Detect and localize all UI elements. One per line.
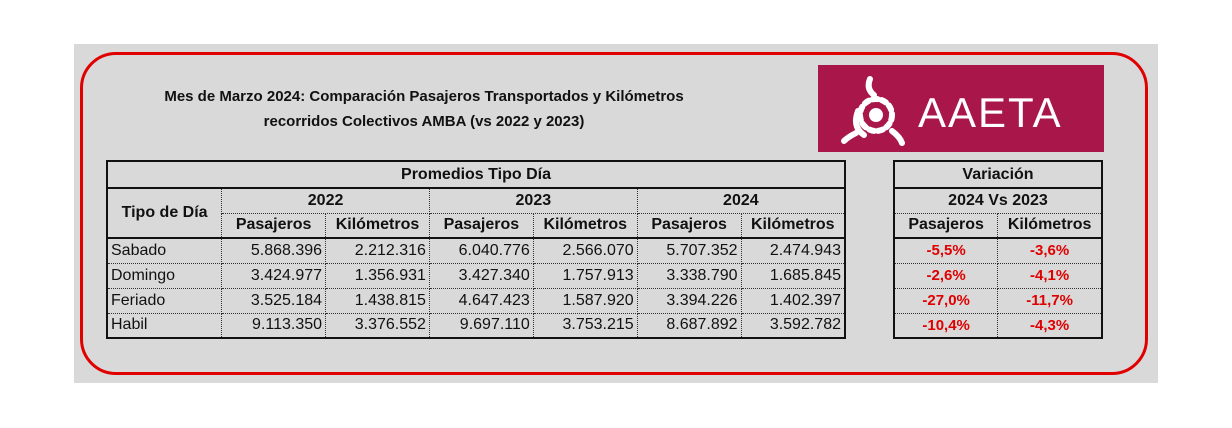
table-row: -27,0% -11,7%	[893, 287, 1103, 314]
table-row: Habil 9.113.350 3.376.552 9.697.110 3.753.21…	[106, 312, 846, 339]
title-line-1: Mes de Marzo 2024: Comparación Pasajeros…	[164, 88, 684, 105]
col-pasajeros: Pasajeros	[636, 212, 742, 239]
value-cell: 4.647.423	[428, 287, 534, 314]
value-cell: 3.394.226	[636, 287, 742, 314]
value-cell: 2.474.943	[740, 237, 846, 264]
variation-cell: -27,0%	[893, 287, 999, 314]
row-label: Sabado	[106, 237, 223, 264]
value-cell: 5.707.352	[636, 237, 742, 264]
value-cell: 2.566.070	[532, 237, 638, 264]
row-label: Feriado	[106, 287, 223, 314]
value-cell: 3.753.215	[532, 312, 638, 339]
col-kilometros: Kilómetros	[532, 212, 638, 239]
col-kilometros: Kilómetros	[740, 212, 846, 239]
variation-cell: -3,6%	[997, 237, 1103, 264]
variation-cell: -11,7%	[997, 287, 1103, 314]
variation-cell: -5,5%	[893, 237, 999, 264]
table-row: -10,4% -4,3%	[893, 312, 1103, 339]
year-2022: 2022	[221, 187, 430, 214]
value-cell: 5.868.396	[221, 237, 327, 264]
col-pasajeros: Pasajeros	[221, 212, 327, 239]
col-pasajeros: Pasajeros	[428, 212, 534, 239]
aaeta-logo-icon: AAETA	[841, 76, 1063, 146]
col-kilometros: Kilómetros	[325, 212, 430, 239]
year-2024: 2024	[636, 187, 846, 214]
table-row: -5,5% -3,6%	[893, 237, 1103, 264]
row-header: Tipo de Día	[106, 187, 223, 239]
value-cell: 1.438.815	[325, 287, 430, 314]
col-pasajeros: Pasajeros	[893, 212, 999, 239]
value-cell: 3.592.782	[740, 312, 846, 339]
value-cell: 3.424.977	[221, 262, 327, 289]
value-cell: 1.356.931	[325, 262, 430, 289]
value-cell: 2.212.316	[325, 237, 430, 264]
row-label: Domingo	[106, 262, 223, 289]
value-cell: 1.757.913	[532, 262, 638, 289]
variation-subheader: 2024 Vs 2023	[893, 187, 1103, 214]
table-row: -2,6% -4,1%	[893, 262, 1103, 289]
table-row: Feriado 3.525.184 1.438.815 4.647.423 1.587.…	[106, 287, 846, 314]
value-cell: 1.587.920	[532, 287, 638, 314]
value-cell: 3.427.340	[428, 262, 534, 289]
aaeta-logo: AAETA	[818, 65, 1104, 152]
value-cell: 6.040.776	[428, 237, 534, 264]
table-row: Domingo 3.424.977 1.356.931 3.427.340 1.757.…	[106, 262, 846, 289]
value-cell: 1.685.845	[740, 262, 846, 289]
table-row: Sabado 5.868.396 2.212.316 6.040.776 2.566.0…	[106, 237, 846, 264]
value-cell: 3.376.552	[325, 312, 430, 339]
page-title: Mes de Marzo 2024: Comparación Pasajeros…	[124, 84, 724, 134]
highlight-frame	[80, 52, 1148, 375]
col-kilometros: Kilómetros	[997, 212, 1103, 239]
variation-header: Variación	[893, 160, 1103, 189]
variation-cell: -4,3%	[997, 312, 1103, 339]
variation-table: Variación 2024 Vs 2023 Pasajeros Kilómet…	[893, 160, 1103, 339]
averages-header: Promedios Tipo Día	[106, 160, 846, 189]
value-cell: 3.525.184	[221, 287, 327, 314]
svg-text:AAETA: AAETA	[918, 89, 1063, 136]
value-cell: 3.338.790	[636, 262, 742, 289]
value-cell: 8.687.892	[636, 312, 742, 339]
averages-table: Promedios Tipo Día Tipo de Día 2022 2023…	[106, 160, 846, 339]
title-line-2: recorridos Colectivos AMBA (vs 2022 y 20…	[263, 113, 585, 130]
value-cell: 9.113.350	[221, 312, 327, 339]
variation-cell: -10,4%	[893, 312, 999, 339]
value-cell: 9.697.110	[428, 312, 534, 339]
variation-cell: -2,6%	[893, 262, 999, 289]
value-cell: 1.402.397	[740, 287, 846, 314]
year-2023: 2023	[428, 187, 638, 214]
variation-cell: -4,1%	[997, 262, 1103, 289]
row-label: Habil	[106, 312, 223, 339]
